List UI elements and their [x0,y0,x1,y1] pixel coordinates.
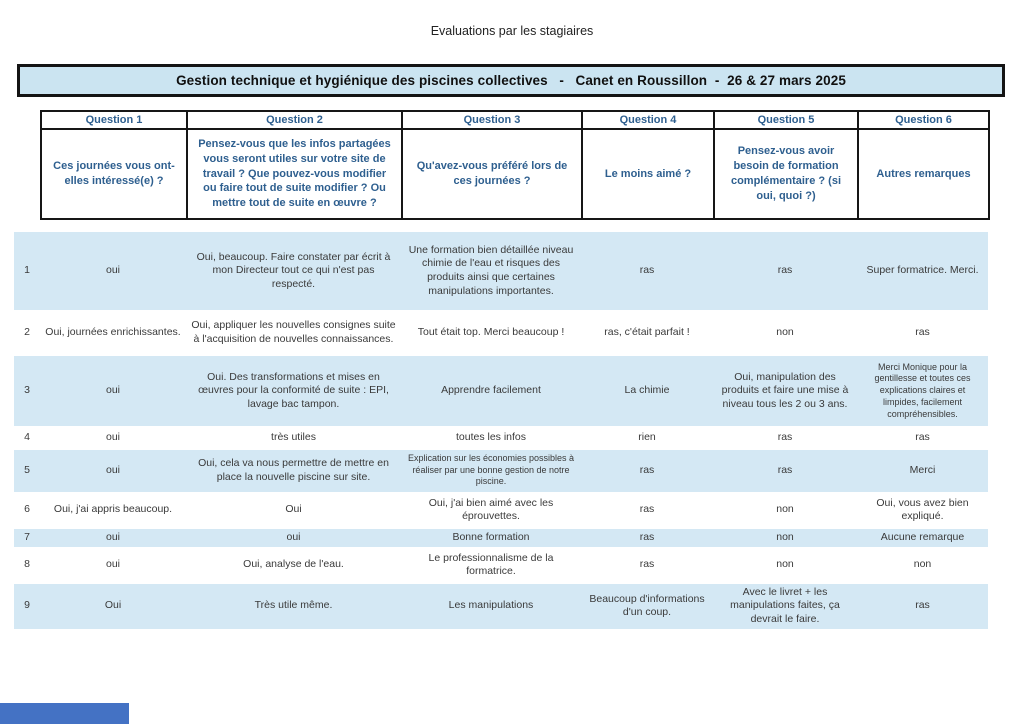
question-label-5: Question 5 [713,110,859,130]
table-row: 4 oui très utiles toutes les infos rien ras ra… [14,429,988,450]
answer-cell: non [713,313,857,356]
responses-table: 1 oui Oui, beaucoup. Faire constater par é… [14,232,988,632]
answer-cell: oui [40,356,186,429]
answer-cell: ras [713,429,857,450]
answer-cell: Oui [186,495,401,529]
question-labels-row: Question 1 Question 2 Question 3 Question 4… [40,110,990,130]
row-number: 6 [14,495,40,529]
row-number: 2 [14,313,40,356]
questions-header-table: Question 1 Question 2 Question 3 Question 4… [40,110,990,220]
answer-cell: Très utile même. [186,583,401,632]
answer-cell: Oui, j'ai bien aimé avec les éprouvettes… [401,495,581,529]
answer-cell: Oui [40,583,186,632]
answer-cell: Aucune remarque [857,528,988,550]
answer-cell: Le professionnalisme de la formatrice. [401,550,581,584]
answer-cell: non [713,495,857,529]
answer-cell: Bonne formation [401,528,581,550]
answer-cell: oui [40,550,186,584]
answer-cell: Merci [857,449,988,495]
page-title: Evaluations par les stagiaires [430,24,594,38]
session-banner-title: Gestion technique et hygiénique des pisc… [176,73,846,88]
answer-cell: toutes les infos [401,429,581,450]
answer-cell: ras, c'était parfait ! [581,313,713,356]
answer-cell: non [857,550,988,584]
table-row: 8 oui Oui, analyse de l'eau. Le professionn… [14,550,988,584]
answer-cell: oui [40,232,186,313]
answer-cell: Une formation bien détaillée niveau chim… [401,232,581,313]
answer-cell: Explication sur les économies possibles … [401,449,581,495]
answer-cell: oui [186,528,401,550]
session-banner: Gestion technique et hygiénique des pisc… [17,64,1005,97]
table-row: 1 oui Oui, beaucoup. Faire constater par é… [14,232,988,313]
answer-cell: rien [581,429,713,450]
question-label-4: Question 4 [581,110,715,130]
answer-cell: Merci Monique pour la gentillesse et tou… [857,356,988,429]
question-text-5: Pensez-vous avoir besoin de formation co… [713,128,859,220]
question-text-6: Autres remarques [857,128,990,220]
row-number: 8 [14,550,40,584]
answer-cell: Oui. Des transformations et mises en œuv… [186,356,401,429]
question-texts-row: Ces journées vous ont-elles intéressé(e)… [40,128,990,220]
answer-cell: ras [713,232,857,313]
answer-cell: oui [40,429,186,450]
answer-cell: Super formatrice. Merci. [857,232,988,313]
question-label-6: Question 6 [857,110,990,130]
answer-cell: très utiles [186,429,401,450]
answer-cell: Les manipulations [401,583,581,632]
row-number: 7 [14,528,40,550]
answer-cell: Oui, j'ai appris beaucoup. [40,495,186,529]
row-number: 3 [14,356,40,429]
row-number: 1 [14,232,40,313]
table-row: 5 oui Oui, cela va nous permettre de mettr… [14,449,988,495]
answer-cell: Oui, cela va nous permettre de mettre en… [186,449,401,495]
answer-cell: ras [581,550,713,584]
answer-cell: oui [40,528,186,550]
question-text-2: Pensez-vous que les infos partagées vous… [186,128,403,220]
table-row: 3 oui Oui. Des transformations et mises en… [14,356,988,429]
answer-cell: ras [581,495,713,529]
answer-cell: ras [581,232,713,313]
row-number: 4 [14,429,40,450]
footer-blue-bar [0,703,129,724]
answer-cell: Oui, appliquer les nouvelles consignes s… [186,313,401,356]
answer-cell: ras [857,429,988,450]
answer-cell: Oui, vous avez bien expliqué. [857,495,988,529]
answer-cell: Oui, journées enrichissantes. [40,313,186,356]
answer-cell: non [713,550,857,584]
answer-cell: La chimie [581,356,713,429]
answer-cell: Oui, manipulation des produits et faire … [713,356,857,429]
table-row: 6 Oui, j'ai appris beaucoup. Oui Oui, j'ai … [14,495,988,529]
answer-cell: ras [857,313,988,356]
question-label-2: Question 2 [186,110,403,130]
answer-cell: Apprendre facilement [401,356,581,429]
answer-cell: ras [713,449,857,495]
table-row: 2 Oui, journées enrichissantes. Oui, appli… [14,313,988,356]
question-label-3: Question 3 [401,110,583,130]
answer-cell: ras [581,528,713,550]
table-row: 9 Oui Très utile même. Les manipulations Bea… [14,583,988,632]
answer-cell: Avec le livret + les manipulations faite… [713,583,857,632]
question-text-1: Ces journées vous ont-elles intéressé(e)… [40,128,188,220]
answer-cell: oui [40,449,186,495]
answer-cell: non [713,528,857,550]
row-number: 5 [14,449,40,495]
answer-cell: ras [581,449,713,495]
question-text-4: Le moins aimé ? [581,128,715,220]
answer-cell: Beaucoup d'informations d'un coup. [581,583,713,632]
answer-cell: ras [857,583,988,632]
table-row: 7 oui oui Bonne formation ras non Aucune remar… [14,528,988,550]
question-text-3: Qu'avez-vous préféré lors de ces journée… [401,128,583,220]
row-number: 9 [14,583,40,632]
answer-cell: Oui, beaucoup. Faire constater par écrit… [186,232,401,313]
answer-cell: Oui, analyse de l'eau. [186,550,401,584]
question-label-1: Question 1 [40,110,188,130]
answer-cell: Tout était top. Merci beaucoup ! [401,313,581,356]
